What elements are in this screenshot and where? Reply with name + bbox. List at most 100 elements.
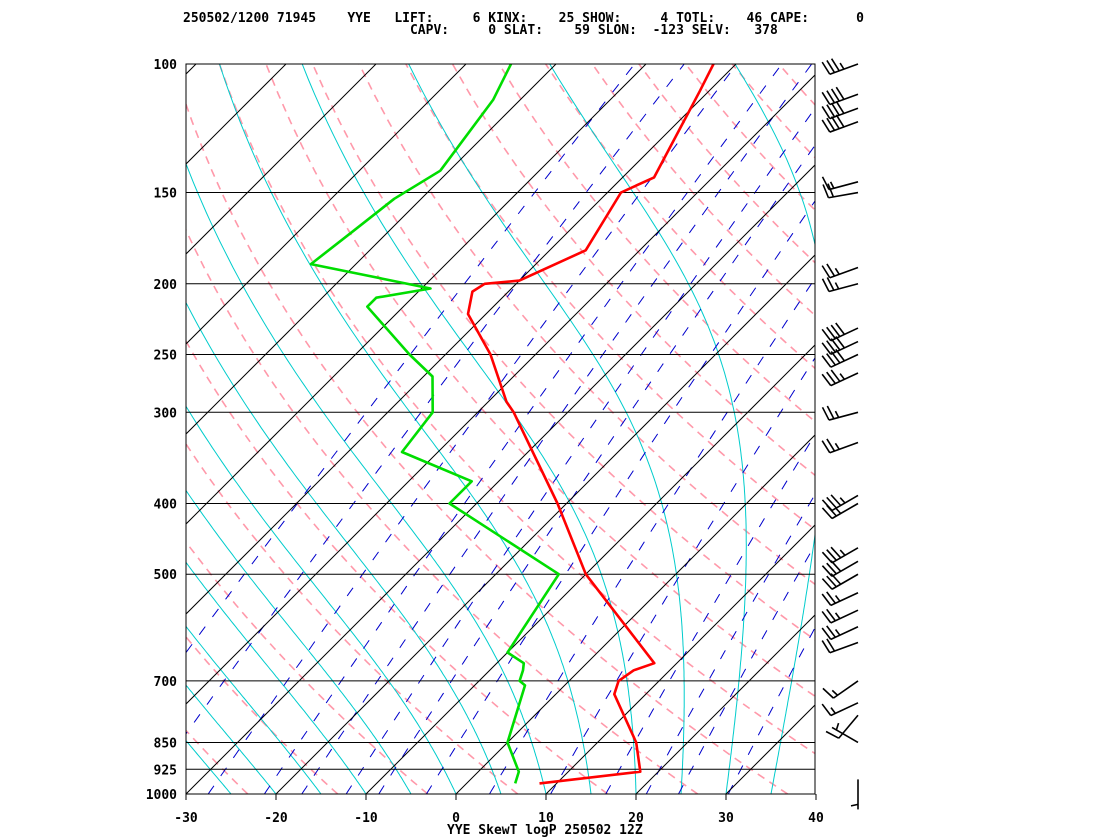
- dry-adiabat: [186, 540, 429, 794]
- p-tick-label-400: 400: [154, 498, 178, 513]
- pressure-tick-labels: 100 150 200 250 300 400 500 700 850 925 1000: [146, 58, 177, 803]
- barb-feather: [826, 562, 837, 575]
- header-line1: 250502/1200 71945 YYE LIFT: 6 KINX: 25 S…: [183, 11, 864, 26]
- barb-feather: [826, 326, 836, 340]
- barb-feather: [830, 494, 842, 507]
- barb-half-feather: [839, 373, 846, 380]
- barb-feather: [821, 106, 831, 119]
- moist-adiabat: [186, 739, 232, 794]
- barb-feather: [821, 119, 831, 133]
- moist-adiabat: [734, 64, 815, 794]
- isotherm: [186, 64, 737, 615]
- dry-adiabat: [545, 64, 815, 370]
- x-tick-label-40: 40: [808, 811, 824, 826]
- dry-adiabat: [684, 64, 815, 212]
- barb-feather: [830, 58, 840, 72]
- p-tick-label-1000: 1000: [146, 788, 177, 803]
- isotherm: [635, 614, 815, 794]
- barb-staff: [830, 625, 859, 641]
- dry-adiabat: [186, 228, 699, 794]
- p-tick-label-250: 250: [154, 348, 178, 363]
- barb-feather: [830, 88, 840, 102]
- dry-adiabat: [919, 64, 1120, 794]
- isotherm: [186, 164, 815, 794]
- barb-half-feather: [850, 803, 859, 807]
- wind-barb: [821, 573, 859, 590]
- barb-feather: [826, 263, 836, 277]
- x-tick-label-20: 20: [628, 811, 644, 826]
- barb-feather: [826, 638, 836, 652]
- barb-half-feather: [834, 267, 840, 275]
- barb-feather: [830, 324, 841, 337]
- barb-feather: [826, 104, 836, 118]
- barb-feather: [821, 406, 830, 421]
- barb-feather: [822, 687, 834, 699]
- barb-feather: [826, 575, 837, 588]
- p-tick-label-700: 700: [154, 675, 178, 690]
- barb-half-feather: [839, 62, 845, 70]
- barb-feather: [821, 627, 832, 640]
- isotherm: [186, 64, 647, 525]
- wind-barb: [821, 494, 859, 512]
- barb-feather: [830, 546, 842, 559]
- dewpoint-trace: [309, 64, 561, 784]
- barb-staff: [838, 714, 859, 739]
- dry-adiabat: [591, 64, 815, 317]
- profile-traces: [309, 64, 715, 785]
- barb-half-feather: [834, 282, 840, 290]
- isotherm: [275, 254, 815, 794]
- dry-adiabat: [825, 64, 1120, 794]
- barb-feather: [835, 114, 845, 128]
- moist-adiabat: [816, 64, 937, 794]
- moist-adiabat: [301, 64, 637, 794]
- barb-feather: [821, 278, 830, 292]
- barb-feather: [830, 369, 841, 382]
- moist-adiabat: [186, 405, 457, 794]
- dry-adiabat: [778, 64, 815, 106]
- wind-barbs: [821, 58, 859, 810]
- dry-adiabat: [1105, 64, 1120, 794]
- barb-feather: [826, 608, 836, 622]
- wind-barb: [821, 348, 859, 368]
- chart-title: YYE SkewT logP 250502 12Z: [447, 823, 643, 838]
- mixing-ratio-line: [301, 64, 813, 794]
- mixing-ratio-line: [489, 277, 815, 794]
- isotherm: [455, 434, 815, 794]
- barb-feather: [821, 499, 833, 512]
- dry-adiabat: [965, 64, 1120, 794]
- wind-barb: [821, 114, 859, 133]
- barb-feather: [826, 549, 837, 561]
- mixing-ratio-line: [550, 357, 815, 794]
- dry-adiabat: [405, 64, 815, 531]
- p-tick-label-300: 300: [154, 406, 178, 421]
- isotherm: [186, 64, 557, 435]
- dry-adiabat: [186, 729, 249, 794]
- barb-feather: [821, 61, 831, 75]
- x-tick-label-10: 10: [538, 811, 554, 826]
- isobars: [186, 63, 815, 795]
- barb-feather: [821, 593, 832, 606]
- x-tick-label--30: -30: [174, 811, 198, 826]
- barb-feather: [826, 438, 836, 452]
- wind-barb: [821, 176, 859, 191]
- wind-barb: [821, 335, 859, 355]
- header-line2: CAPV: 0 SLAT: 59 SLON: -123 SELV: 378: [183, 23, 778, 38]
- barb-half-feather: [834, 612, 841, 620]
- moist-adiabat: [186, 561, 367, 794]
- barb-feather: [826, 625, 836, 638]
- isotherm: [0, 64, 16, 794]
- p-tick-label-925: 925: [154, 763, 177, 778]
- mixing-ratio-line: [425, 200, 815, 794]
- dry-adiabat: [1059, 64, 1120, 794]
- barb-half-feather: [834, 628, 841, 636]
- p-tick-label-150: 150: [154, 187, 178, 202]
- barb-feather: [835, 322, 846, 335]
- barb-feather: [825, 730, 840, 739]
- wind-barb: [821, 560, 859, 577]
- moist-adiabat: [219, 64, 592, 794]
- barb-feather: [821, 373, 832, 387]
- barb-half-feather: [834, 410, 840, 418]
- p-tick-label-500: 500: [154, 568, 178, 583]
- x-tick-label-30: 30: [718, 811, 734, 826]
- dry-adiabat: [451, 64, 815, 477]
